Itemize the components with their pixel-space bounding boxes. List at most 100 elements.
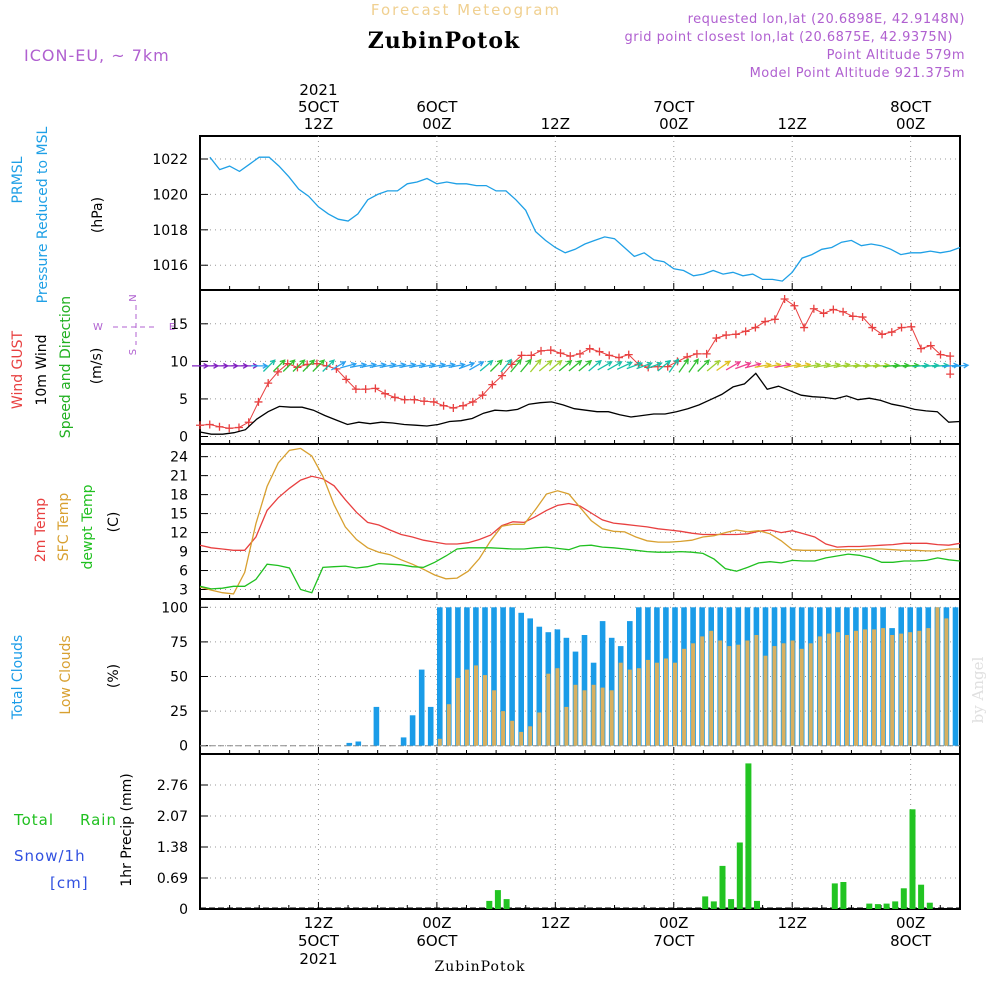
low-clouds-bar	[591, 684, 596, 746]
wind-direction-arrow	[626, 361, 644, 370]
low-clouds-bar	[564, 706, 569, 746]
precip-bar	[503, 899, 510, 909]
low-clouds-bar	[437, 738, 442, 746]
precip-bar	[728, 899, 735, 909]
wind-direction-arrow	[657, 359, 672, 372]
panel-frame-4	[199, 753, 961, 910]
wind-direction-arrow	[697, 359, 710, 372]
gust-marker	[946, 370, 955, 379]
wind-direction-arrow	[616, 361, 633, 370]
wind-direction-arrow	[330, 361, 347, 371]
precip-unit: 1hr Precip (mm)	[119, 773, 135, 886]
top-time-label: 2021	[299, 81, 337, 99]
precip-bar	[719, 865, 726, 909]
total-clouds-bar	[446, 607, 452, 746]
gust-marker	[254, 397, 263, 406]
wind-direction-arrow	[548, 359, 563, 372]
precip-bar	[918, 884, 925, 909]
temp-tick-label: 9	[179, 545, 188, 561]
wind-direction-arrow	[932, 362, 950, 369]
low-clouds-bar	[582, 690, 587, 746]
total-clouds-bar	[509, 607, 515, 746]
precip-bar	[736, 842, 743, 909]
low-clouds-bar	[555, 668, 560, 746]
total-clouds-bar	[952, 607, 959, 746]
gust-marker	[517, 351, 526, 360]
gust-marker	[205, 420, 214, 429]
wind-direction-arrow	[520, 358, 532, 373]
low-clouds-bar	[727, 646, 732, 746]
low-clouds-bar	[673, 662, 677, 746]
low-clouds-bar	[464, 669, 469, 746]
gust-marker	[712, 334, 721, 343]
wind-direction-arrow	[312, 359, 326, 372]
bottom-time-label: 00Z	[422, 914, 451, 932]
compass-rose: N S W E	[93, 294, 175, 355]
wind-direction-arrow	[922, 362, 940, 369]
temp2m-label: 2m Temp	[33, 498, 49, 562]
gust-marker	[770, 315, 779, 324]
dewpt-line	[199, 544, 961, 594]
wind-direction-arrow	[510, 358, 522, 373]
precip-bar	[840, 882, 847, 909]
low-clouds-bar	[691, 643, 696, 746]
total-clouds-bar	[409, 715, 416, 746]
wind-direction-arrow	[538, 359, 553, 372]
clouds-tick-label: 75	[170, 635, 188, 651]
gust-marker	[917, 344, 926, 353]
pressure-tick-label: 1016	[152, 258, 188, 274]
gust-marker	[741, 327, 750, 336]
credit-watermark: by Angel	[969, 656, 987, 723]
series-layer	[192, 156, 970, 909]
precip-bar	[710, 901, 717, 909]
low-clouds-bar	[917, 630, 922, 746]
low-clouds-bar	[745, 640, 750, 746]
precip-tick-label: 2.76	[157, 778, 188, 794]
low-clouds-bar	[736, 644, 741, 746]
wind-tick-label: 0	[179, 429, 188, 445]
total-clouds-bar	[527, 618, 533, 746]
precip-tick-label: 1.38	[157, 840, 188, 856]
gust-marker	[312, 359, 321, 368]
low-clouds-bar	[483, 675, 487, 746]
panel-frame-2	[199, 443, 961, 600]
pressure-unit: (hPa)	[90, 197, 106, 233]
low-clouds-bar	[600, 687, 605, 746]
gust-marker	[410, 395, 419, 404]
total-clouds-bar	[500, 607, 506, 746]
gust-marker	[839, 307, 848, 316]
low-clouds-bar	[682, 648, 687, 746]
sfc-temp-label: SFC Temp	[56, 493, 72, 562]
low-clouds-bar	[826, 633, 831, 746]
gust-marker	[936, 350, 945, 359]
total-clouds-bar	[373, 706, 380, 746]
gust-marker	[381, 389, 390, 398]
wind-direction-arrow	[902, 362, 920, 369]
grid-lines	[199, 136, 960, 910]
precip-bar	[883, 903, 890, 909]
gust-marker	[848, 312, 857, 321]
wind-direction-arrow	[873, 362, 891, 369]
clouds-tick-label: 100	[161, 600, 188, 616]
temp-tick-label: 12	[170, 526, 188, 542]
bottom-time-label: 2021	[299, 950, 337, 968]
gust-marker	[556, 349, 565, 358]
low-clouds-bar	[844, 635, 849, 746]
precip-bar	[900, 888, 907, 909]
low-clouds-bar	[781, 643, 786, 746]
low-clouds-bar	[519, 731, 524, 746]
wind-direction-arrow	[578, 359, 593, 372]
wind-direction-arrow	[489, 359, 503, 372]
wind-direction-arrow	[725, 361, 742, 371]
low-clouds-bar	[501, 711, 506, 746]
low-clouds-bar	[546, 673, 551, 746]
low-clouds-bar	[573, 684, 578, 746]
gust-marker	[420, 397, 429, 406]
total-clouds-bar	[455, 607, 461, 746]
pressure-label-prmsl: PRMSL	[10, 156, 26, 203]
gust-marker	[897, 323, 906, 332]
wind-direction-arrow	[735, 361, 752, 370]
gust-marker	[566, 352, 575, 361]
precip-bar	[866, 903, 873, 909]
low-clouds-bar	[510, 720, 515, 746]
